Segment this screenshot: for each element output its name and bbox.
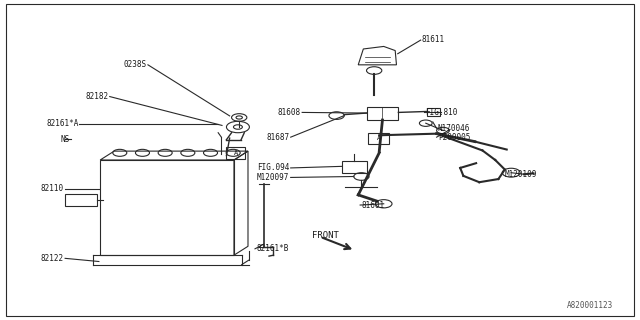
Text: FIG.810: FIG.810 [425,108,458,117]
Text: N170046: N170046 [438,124,470,133]
Text: 81611: 81611 [422,35,445,44]
Text: P200005: P200005 [438,133,470,142]
Text: FIG.094: FIG.094 [257,164,289,172]
Text: A820001123: A820001123 [567,301,613,310]
Text: 82122: 82122 [41,254,64,263]
Text: A: A [376,135,381,141]
Text: 82110: 82110 [41,184,64,193]
Text: 82182: 82182 [85,92,108,101]
Text: 81687: 81687 [266,133,289,142]
Text: 0238S: 0238S [124,60,147,69]
Text: M120097: M120097 [257,173,289,182]
Text: FRONT: FRONT [312,231,339,240]
Text: M120109: M120109 [505,170,537,179]
Text: A: A [234,150,238,156]
Text: NS: NS [61,135,70,144]
Text: 81601: 81601 [362,202,385,211]
Text: 81608: 81608 [278,108,301,117]
Text: 82161*B: 82161*B [256,244,289,253]
Text: 82161*A: 82161*A [46,119,79,128]
